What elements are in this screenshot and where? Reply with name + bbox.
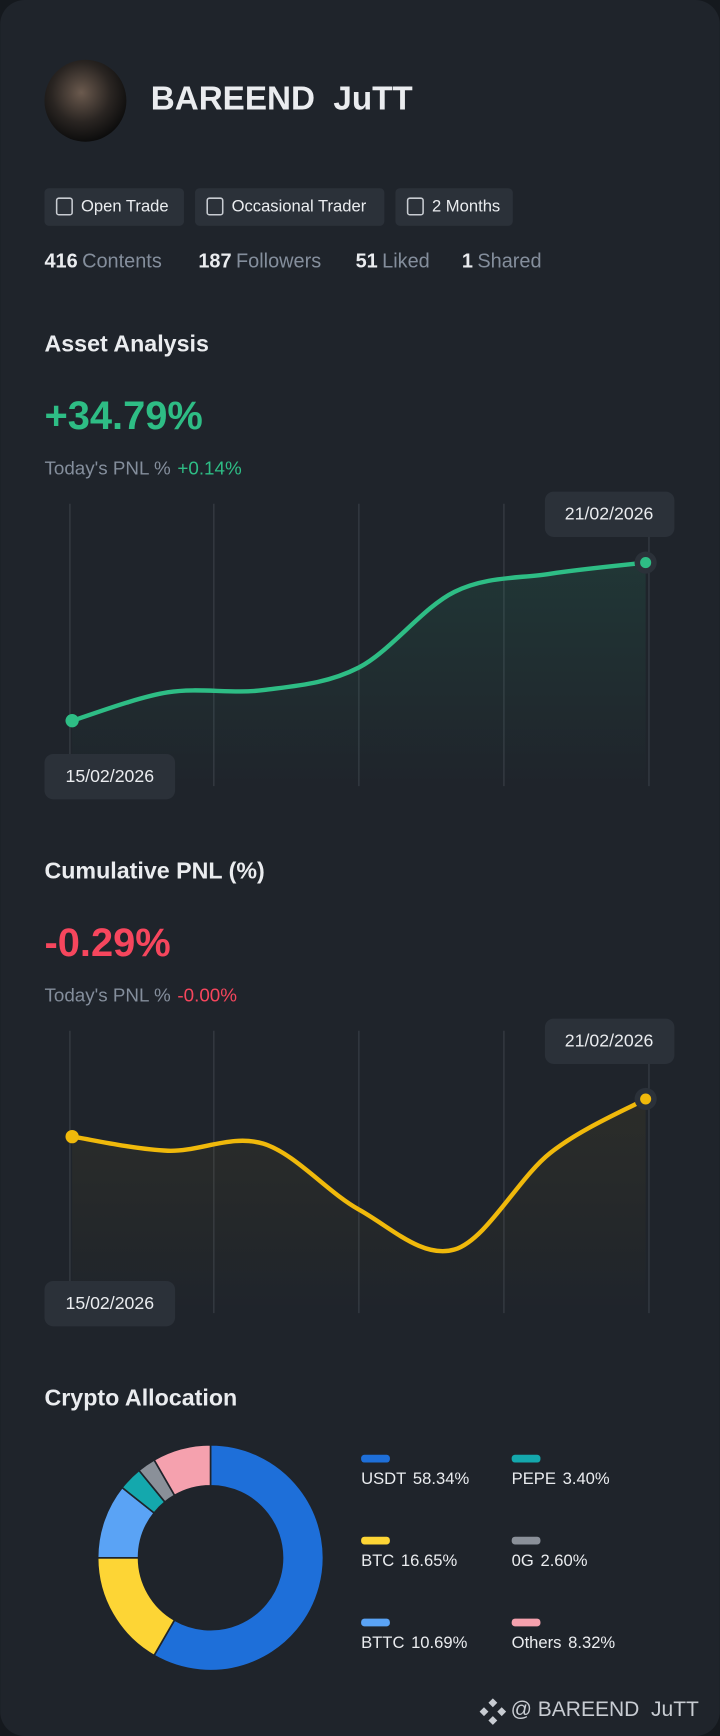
stat: 416 Contents <box>44 251 161 273</box>
legend-swatch <box>361 1618 390 1627</box>
stat-label: Contents <box>82 251 162 273</box>
legend-swatch <box>511 1454 541 1463</box>
legend-entry: USDT 58.34% <box>361 1470 469 1489</box>
legend-swatch <box>361 1536 390 1545</box>
end-date: 21/02/2026 <box>565 1030 654 1050</box>
start-point <box>65 1129 79 1144</box>
legend-name: BTC <box>361 1552 394 1571</box>
stat-value: 51 <box>356 251 378 273</box>
today-pnl-label: Today's PNL % <box>44 984 171 1005</box>
stat-value: 187 <box>198 251 231 273</box>
legend-name: USDT <box>361 1470 406 1489</box>
tag-chip <box>44 188 184 226</box>
legend-name: BTTC <box>361 1633 404 1652</box>
legend-name: 0G <box>512 1552 534 1571</box>
end-point <box>640 557 652 569</box>
legend-swatch <box>361 1454 390 1463</box>
avatar <box>44 59 127 142</box>
tag-chip <box>395 188 513 226</box>
legend-value: 58.34% <box>413 1470 470 1489</box>
today-pnl-value: +0.14% <box>177 457 242 478</box>
stat: 187 Followers <box>198 251 321 273</box>
today-pnl: Today's PNL % +0.14% <box>44 457 242 478</box>
stat-label: Followers <box>236 251 321 273</box>
user-name: BAREEND JuTT <box>151 81 413 118</box>
legend-entry: BTTC 10.69% <box>361 1633 467 1652</box>
legend-value: 2.60% <box>540 1552 587 1571</box>
footer-handle: @ BAREEND JuTT <box>511 1698 699 1721</box>
legend-entry: Others 8.32% <box>512 1633 616 1652</box>
donut-segment <box>153 1443 212 1497</box>
stat-value: 1 <box>462 251 473 273</box>
stat-value: 416 <box>44 251 77 273</box>
line <box>71 1097 647 1254</box>
stat: 1 Shared <box>462 251 542 273</box>
legend-entry: 0G 2.60% <box>512 1552 588 1571</box>
legend-swatch <box>511 1536 541 1545</box>
headline-value: +34.79% <box>44 394 202 438</box>
stat-label: Liked <box>382 251 430 273</box>
tag-label: Open Trade <box>81 196 169 215</box>
tag-icon <box>55 197 73 216</box>
section-title: Asset Analysis <box>44 331 208 357</box>
stat-label: Shared <box>477 251 541 273</box>
legend-value: 3.40% <box>563 1470 610 1489</box>
tag-chip <box>195 188 385 226</box>
today-pnl-label: Today's PNL % <box>44 457 171 478</box>
legend-value: 10.69% <box>411 1633 468 1652</box>
donut-segment <box>152 1443 325 1672</box>
tag-icon <box>206 197 224 216</box>
date-chip <box>44 1280 176 1327</box>
tag-label: 2 Months <box>432 196 500 215</box>
today-pnl-value: -0.00% <box>177 984 237 1005</box>
legend-name: PEPE <box>512 1470 556 1489</box>
start-date: 15/02/2026 <box>65 1293 154 1313</box>
legend-entry: PEPE 3.40% <box>512 1470 610 1489</box>
date-chip <box>544 491 675 537</box>
legend-entry: BTC 16.65% <box>361 1552 457 1571</box>
section-title: Crypto Allocation <box>44 1385 237 1411</box>
legend-name: Others <box>512 1633 562 1652</box>
line-area <box>72 562 646 787</box>
legend-value: 8.32% <box>568 1633 615 1652</box>
line <box>71 560 646 723</box>
headline-value: -0.29% <box>44 921 170 965</box>
binance-logo <box>479 1698 507 1725</box>
start-point <box>65 714 79 728</box>
legend-swatch <box>511 1618 541 1627</box>
section-title: Cumulative PNL (%) <box>44 858 264 884</box>
end-point <box>640 1093 652 1105</box>
line-area <box>72 1098 646 1314</box>
stat: 51 Liked <box>356 251 430 273</box>
date-chip <box>544 1018 675 1064</box>
end-date: 21/02/2026 <box>565 503 654 523</box>
legend-value: 16.65% <box>401 1552 458 1571</box>
tag-label: Occasional Trader <box>232 196 367 215</box>
date-chip <box>44 753 176 800</box>
today-pnl: Today's PNL % -0.00% <box>44 984 237 1005</box>
tag-icon <box>406 197 424 216</box>
start-date: 15/02/2026 <box>65 766 154 786</box>
